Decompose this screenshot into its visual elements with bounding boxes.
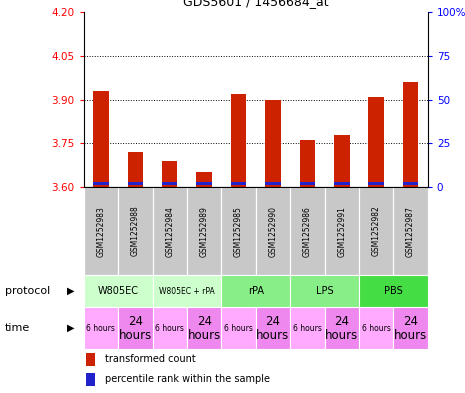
Text: GSM1252984: GSM1252984: [165, 206, 174, 257]
Text: GSM1252989: GSM1252989: [199, 206, 209, 257]
Bar: [290, 187, 325, 275]
Text: 24
hours: 24 hours: [394, 314, 427, 342]
Title: GDS5601 / 1456684_at: GDS5601 / 1456684_at: [183, 0, 329, 8]
Bar: [84, 187, 118, 275]
Bar: [221, 275, 290, 307]
Text: percentile rank within the sample: percentile rank within the sample: [105, 375, 270, 384]
Text: 6 hours: 6 hours: [86, 323, 115, 332]
Text: 6 hours: 6 hours: [224, 323, 253, 332]
Text: GSM1252987: GSM1252987: [406, 206, 415, 257]
Text: time: time: [5, 323, 30, 333]
Bar: [153, 187, 187, 275]
Bar: [93, 182, 109, 185]
Text: 6 hours: 6 hours: [293, 323, 322, 332]
Text: ▶: ▶: [67, 286, 75, 296]
Bar: [127, 182, 143, 185]
Bar: [403, 82, 418, 187]
Bar: [118, 187, 153, 275]
Bar: [93, 91, 109, 187]
Bar: [290, 307, 325, 349]
Bar: [393, 307, 428, 349]
Text: transformed count: transformed count: [105, 354, 195, 364]
Text: 6 hours: 6 hours: [362, 323, 391, 332]
Bar: [231, 182, 246, 185]
Text: GSM1252983: GSM1252983: [96, 206, 106, 257]
Bar: [359, 275, 428, 307]
Bar: [84, 307, 118, 349]
Bar: [153, 307, 187, 349]
Bar: [299, 182, 315, 185]
Bar: [118, 307, 153, 349]
Bar: [196, 173, 212, 187]
Text: 24
hours: 24 hours: [325, 314, 359, 342]
Text: W805EC: W805EC: [98, 286, 139, 296]
Bar: [84, 275, 153, 307]
Bar: [265, 99, 281, 187]
Text: GSM1252988: GSM1252988: [131, 206, 140, 257]
Bar: [256, 187, 290, 275]
Bar: [265, 182, 281, 185]
Bar: [325, 187, 359, 275]
Bar: [325, 307, 359, 349]
Bar: [256, 307, 290, 349]
Bar: [299, 140, 315, 187]
Text: protocol: protocol: [5, 286, 50, 296]
Bar: [403, 182, 418, 185]
Bar: [86, 373, 95, 386]
Bar: [231, 94, 246, 187]
Bar: [359, 187, 393, 275]
Bar: [187, 307, 221, 349]
Text: GSM1252982: GSM1252982: [372, 206, 381, 257]
Text: GSM1252985: GSM1252985: [234, 206, 243, 257]
Text: 6 hours: 6 hours: [155, 323, 184, 332]
Bar: [290, 275, 359, 307]
Bar: [393, 187, 428, 275]
Bar: [359, 307, 393, 349]
Text: GSM1252990: GSM1252990: [268, 206, 278, 257]
Text: 24
hours: 24 hours: [187, 314, 221, 342]
Text: GSM1252986: GSM1252986: [303, 206, 312, 257]
Text: LPS: LPS: [316, 286, 333, 296]
Text: GSM1252991: GSM1252991: [337, 206, 346, 257]
Text: W805EC + rPA: W805EC + rPA: [159, 286, 215, 296]
Text: rPA: rPA: [248, 286, 264, 296]
Bar: [162, 161, 178, 187]
Bar: [221, 307, 256, 349]
Bar: [187, 187, 221, 275]
Bar: [196, 182, 212, 185]
Bar: [334, 182, 350, 185]
Text: PBS: PBS: [384, 286, 403, 296]
Bar: [162, 182, 178, 185]
Bar: [334, 134, 350, 187]
Bar: [368, 97, 384, 187]
Bar: [221, 187, 256, 275]
Text: 24
hours: 24 hours: [119, 314, 152, 342]
Bar: [153, 275, 221, 307]
Bar: [86, 353, 95, 366]
Bar: [368, 182, 384, 185]
Text: 24
hours: 24 hours: [256, 314, 290, 342]
Text: ▶: ▶: [67, 323, 75, 333]
Bar: [127, 152, 143, 187]
